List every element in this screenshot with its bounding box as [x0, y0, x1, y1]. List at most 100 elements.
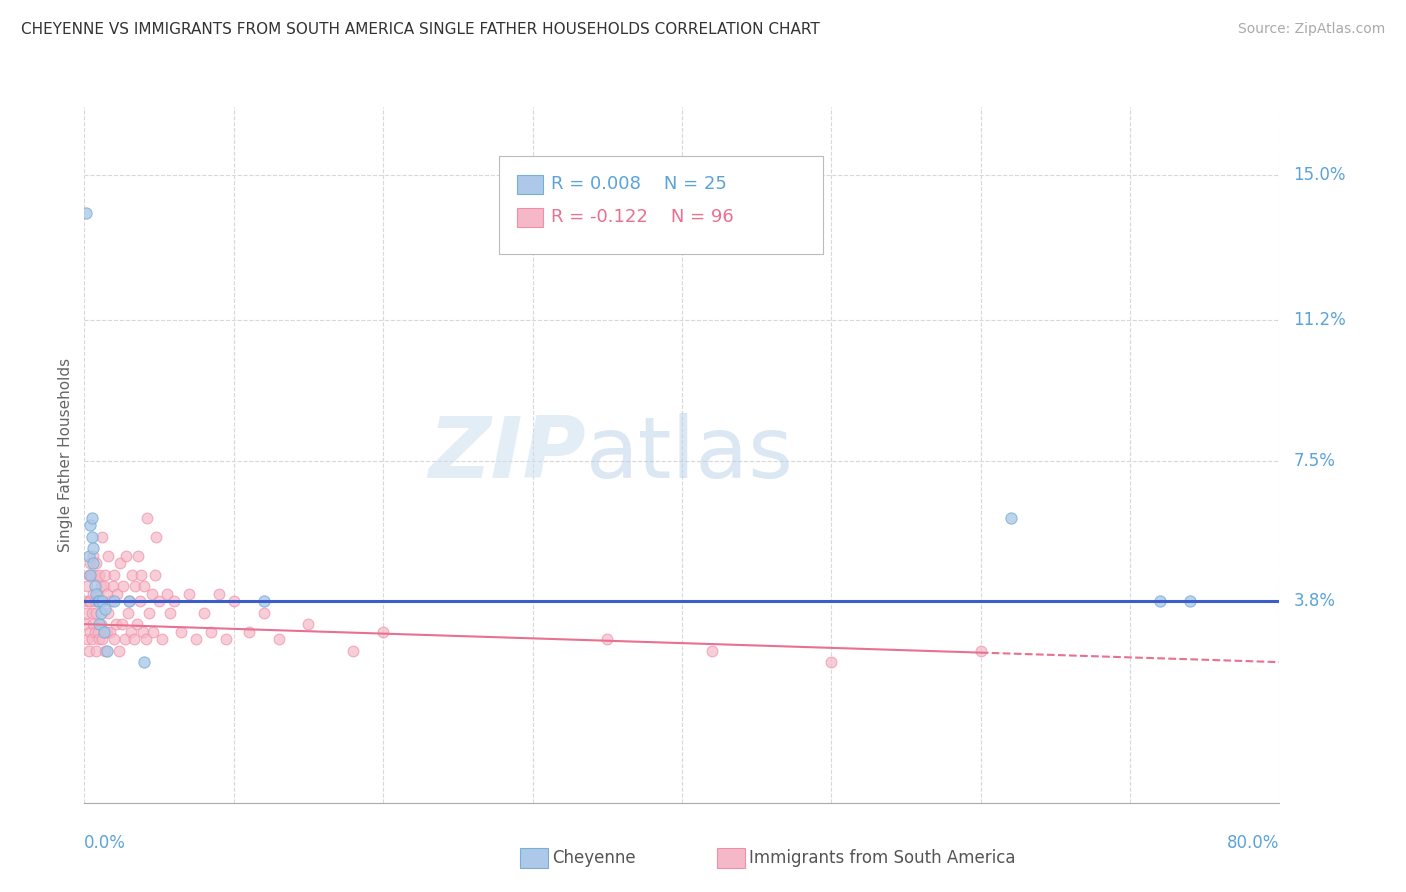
Point: [96, 644, 118, 658]
Point: [141, 587, 163, 601]
Point: [129, 567, 152, 582]
Point: [76, 632, 98, 647]
Point: [122, 632, 145, 647]
Point: [193, 606, 215, 620]
Point: [107, 644, 129, 658]
Point: [138, 606, 160, 620]
Point: [89, 567, 111, 582]
Point: [89, 594, 111, 608]
Point: [86, 644, 108, 658]
Text: Immigrants from South America: Immigrants from South America: [749, 849, 1017, 867]
Point: [150, 632, 173, 647]
Point: [87, 594, 110, 608]
Y-axis label: Single Father Households: Single Father Households: [58, 358, 73, 552]
Point: [86, 606, 108, 620]
Point: [110, 556, 132, 570]
Point: [120, 624, 142, 639]
Point: [163, 594, 186, 608]
Text: 80.0%: 80.0%: [1227, 834, 1279, 852]
Point: [94, 567, 117, 582]
Point: [820, 655, 842, 669]
Point: [86, 556, 108, 570]
Point: [100, 594, 122, 608]
Point: [82, 617, 104, 632]
Point: [103, 594, 125, 608]
Point: [98, 624, 121, 639]
Point: [177, 587, 200, 601]
Point: [77, 594, 100, 608]
Point: [83, 567, 105, 582]
Text: 0.0%: 0.0%: [84, 834, 127, 852]
Point: [103, 567, 125, 582]
Point: [118, 594, 141, 608]
Point: [94, 602, 117, 616]
Point: [79, 567, 101, 582]
Point: [76, 606, 98, 620]
Point: [82, 587, 104, 601]
Point: [83, 579, 105, 593]
Point: [186, 632, 208, 647]
Point: [90, 606, 112, 620]
Point: [127, 549, 149, 563]
Point: [80, 567, 103, 582]
Point: [96, 587, 118, 601]
Point: [121, 567, 143, 582]
Point: [90, 579, 112, 593]
Point: [91, 632, 114, 647]
Point: [342, 644, 364, 658]
Point: [148, 594, 170, 608]
Point: [77, 644, 100, 658]
Point: [117, 606, 139, 620]
Point: [76, 579, 98, 593]
Point: [131, 624, 153, 639]
Point: [132, 579, 156, 593]
Point: [143, 567, 166, 582]
Point: [267, 632, 290, 647]
Point: [96, 624, 118, 639]
Point: [83, 594, 105, 608]
Point: [80, 606, 103, 620]
Point: [77, 549, 100, 563]
Point: [371, 624, 394, 639]
Point: [128, 594, 150, 608]
Point: [103, 632, 125, 647]
Point: [75, 617, 97, 632]
Point: [596, 632, 619, 647]
Point: [79, 518, 101, 533]
Point: [1000, 510, 1022, 524]
Text: R = 0.008    N = 25: R = 0.008 N = 25: [551, 175, 727, 193]
Point: [700, 644, 723, 658]
Point: [89, 594, 111, 608]
Text: 7.5%: 7.5%: [1294, 451, 1336, 469]
Point: [142, 624, 165, 639]
Point: [89, 617, 111, 632]
Point: [1149, 594, 1171, 608]
Point: [124, 579, 146, 593]
Point: [105, 587, 128, 601]
Point: [111, 617, 134, 632]
Point: [91, 594, 114, 608]
Point: [82, 541, 104, 555]
Point: [90, 617, 112, 632]
Text: R = -0.122    N = 96: R = -0.122 N = 96: [551, 208, 734, 226]
Point: [91, 530, 114, 544]
Point: [135, 632, 157, 647]
Point: [145, 530, 167, 544]
Text: atlas: atlas: [586, 413, 794, 497]
Point: [79, 624, 101, 639]
Point: [208, 587, 231, 601]
Point: [94, 644, 117, 658]
Text: CHEYENNE VS IMMIGRANTS FROM SOUTH AMERICA SINGLE FATHER HOUSEHOLDS CORRELATION C: CHEYENNE VS IMMIGRANTS FROM SOUTH AMERIC…: [21, 22, 820, 37]
Point: [87, 587, 110, 601]
Point: [215, 632, 238, 647]
Point: [170, 624, 193, 639]
Point: [200, 624, 222, 639]
Point: [75, 206, 97, 220]
Point: [222, 594, 245, 608]
Point: [297, 617, 319, 632]
Point: [97, 606, 120, 620]
Point: [83, 624, 105, 639]
Point: [114, 632, 136, 647]
Point: [75, 594, 97, 608]
Text: ZIP: ZIP: [429, 413, 586, 497]
